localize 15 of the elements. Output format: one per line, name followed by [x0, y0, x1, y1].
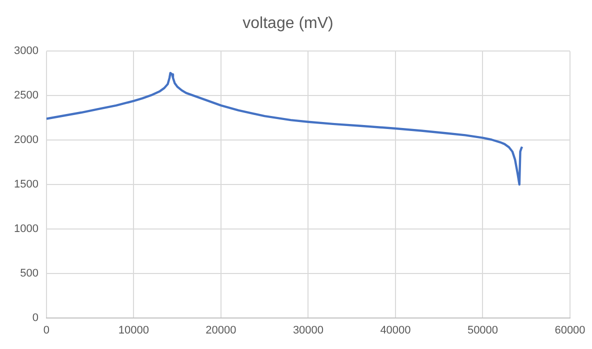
x-tick-label: 10000 — [118, 324, 150, 336]
x-tick-label: 60000 — [554, 324, 586, 336]
y-tick-label: 500 — [20, 267, 38, 280]
y-tick-label: 2000 — [14, 134, 38, 146]
y-tick-label: 2500 — [14, 90, 38, 102]
y-tick-label: 1000 — [14, 222, 38, 235]
x-tick-label: 0 — [43, 324, 50, 336]
y-tick-label: 1500 — [14, 178, 38, 191]
x-tick-label: 40000 — [380, 324, 411, 336]
y-tick-label: 3000 — [14, 45, 38, 58]
x-tick-label: 50000 — [467, 324, 498, 336]
x-tick-label: 20000 — [206, 324, 236, 336]
y-tick-label: 0 — [32, 312, 38, 324]
chart-title: voltage (mV) — [242, 15, 334, 32]
x-tick-label: 30000 — [292, 324, 324, 336]
